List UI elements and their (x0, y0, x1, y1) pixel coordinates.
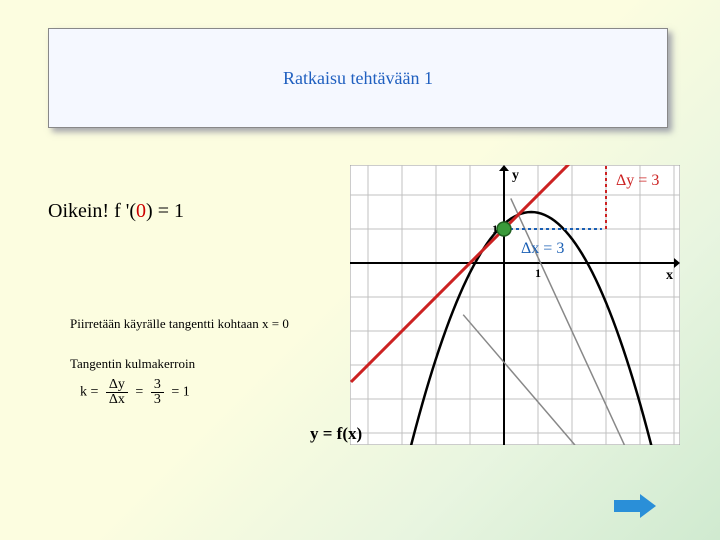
title-text: Ratkaisu tehtävään 1 (283, 68, 433, 89)
frac2-den: 3 (151, 393, 164, 407)
instruction-slope: Tangentin kulmakerroin (70, 356, 195, 372)
graph-plot: yx11Δx = 3Δy = 3 (350, 165, 680, 445)
svg-text:1: 1 (535, 266, 541, 280)
frac2-num: 3 (151, 378, 164, 393)
deriv-rest: ) = 1 (146, 200, 184, 222)
frac-num: Δy (106, 378, 128, 393)
svg-text:x: x (666, 268, 673, 283)
correct-prefix: Oikein! (48, 200, 114, 222)
correct-line: Oikein! f '(0) = 1 (48, 200, 184, 223)
fraction-3-3: 3 3 (151, 378, 164, 407)
k-eq: k = (80, 385, 98, 400)
fraction-dy-dx: Δy Δx (106, 378, 128, 407)
fx-label: y = f(x) (310, 424, 362, 444)
instruction-tangent: Piirretään käyrälle tangentti kohtaan x … (70, 316, 289, 332)
frac-den: Δx (106, 393, 128, 407)
k-formula: k = Δy Δx = 3 3 = 1 (80, 378, 190, 407)
deriv-at: 0 (136, 200, 146, 222)
eq-mid: = (135, 385, 143, 400)
svg-text:y: y (512, 168, 519, 183)
deriv-f: f '( (114, 200, 136, 222)
k-final: = 1 (171, 385, 189, 400)
title-box: Ratkaisu tehtävään 1 (48, 28, 668, 128)
next-arrow-icon[interactable] (614, 494, 656, 518)
svg-text:Δx = 3: Δx = 3 (521, 240, 564, 257)
svg-text:Δy = 3: Δy = 3 (616, 172, 659, 189)
